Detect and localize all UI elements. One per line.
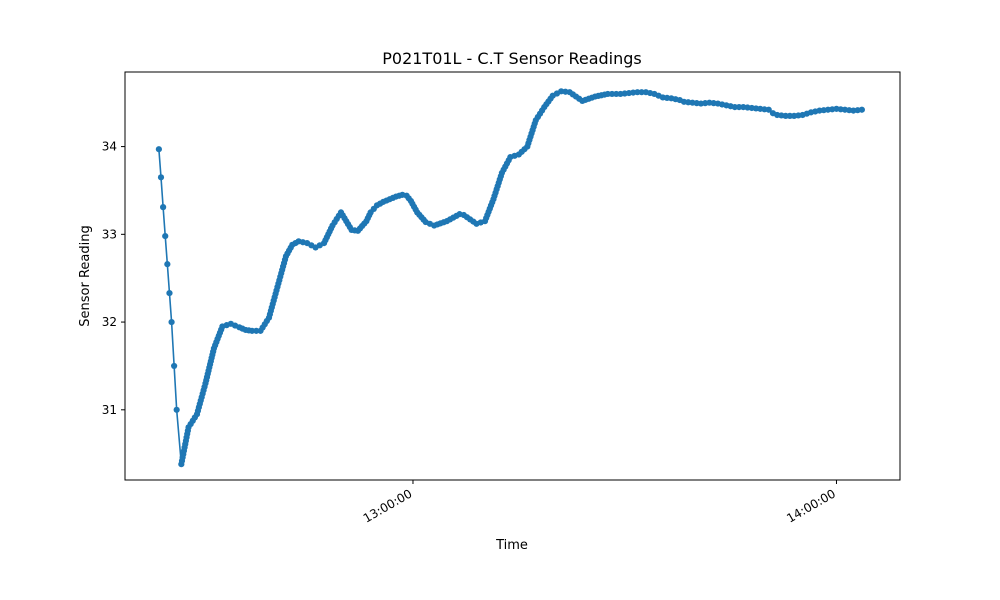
data-point xyxy=(160,204,167,211)
data-series xyxy=(155,88,865,468)
data-point xyxy=(166,290,173,297)
data-point xyxy=(164,261,171,268)
data-point xyxy=(168,318,175,326)
data-point xyxy=(735,103,743,111)
data-point xyxy=(604,90,611,98)
data-point xyxy=(782,112,789,119)
data-point xyxy=(171,362,178,370)
y-tick-label: 33 xyxy=(102,227,117,241)
y-tick-label: 34 xyxy=(102,140,117,154)
data-point xyxy=(608,90,616,98)
y-tick-label: 31 xyxy=(102,403,117,417)
data-point xyxy=(638,89,645,96)
data-point xyxy=(253,327,260,334)
plot-frame xyxy=(124,71,901,481)
data-point xyxy=(157,174,165,181)
data-point xyxy=(634,89,641,96)
data-point xyxy=(248,327,256,334)
data-point xyxy=(162,232,169,240)
x-axis-label: Time xyxy=(495,538,528,553)
y-axis: 31 32 33 34 xyxy=(102,140,125,417)
data-point xyxy=(786,112,793,119)
chart-title: P021T01L - C.T Sensor Readings xyxy=(382,49,642,68)
data-point xyxy=(858,106,865,113)
data-point xyxy=(731,103,738,111)
data-point xyxy=(765,106,772,113)
data-point xyxy=(155,146,162,153)
y-axis-label: Sensor Reading xyxy=(78,225,93,326)
data-point xyxy=(173,406,180,413)
data-point xyxy=(613,90,620,98)
y-tick-label: 32 xyxy=(102,315,117,329)
